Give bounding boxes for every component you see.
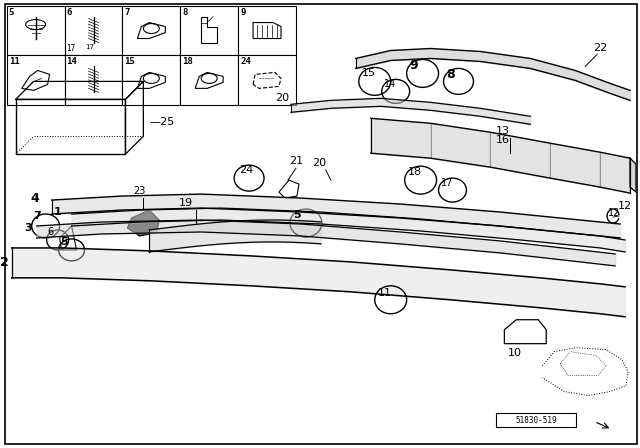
Text: 17: 17 (440, 178, 453, 188)
Text: 22: 22 (593, 43, 607, 53)
Text: 1: 1 (54, 207, 61, 217)
Polygon shape (630, 158, 636, 192)
Text: 21: 21 (289, 156, 303, 166)
Bar (7, 6, 65, 56)
Bar (65, 6, 122, 56)
Text: 17: 17 (86, 44, 95, 51)
Text: 2: 2 (0, 256, 9, 269)
Text: 8: 8 (447, 68, 455, 81)
Text: 23: 23 (133, 186, 145, 196)
Text: 24: 24 (240, 57, 251, 66)
Text: 12: 12 (618, 201, 632, 211)
Bar (7, 56, 65, 105)
Bar (180, 56, 238, 105)
Text: 9: 9 (240, 8, 246, 17)
Bar (238, 56, 296, 105)
Text: 13: 13 (495, 126, 509, 136)
Text: 6: 6 (47, 227, 54, 237)
Text: 24: 24 (239, 165, 253, 175)
Text: 5: 5 (9, 8, 14, 17)
Text: 5: 5 (293, 210, 301, 220)
Text: 7: 7 (124, 8, 130, 17)
Text: 7: 7 (34, 211, 42, 221)
Bar (65, 56, 122, 105)
Bar (497, 414, 576, 427)
Text: 14: 14 (67, 57, 77, 66)
Text: 12: 12 (608, 208, 620, 218)
Text: 15: 15 (362, 69, 376, 78)
Text: 11: 11 (378, 288, 392, 298)
Text: 15: 15 (124, 57, 135, 66)
Text: 3: 3 (24, 223, 31, 233)
Bar (16, 99, 125, 154)
Bar (180, 6, 238, 56)
Text: 18: 18 (182, 57, 193, 66)
Text: 5: 5 (61, 237, 68, 247)
Text: 10: 10 (508, 348, 522, 358)
Text: 17: 17 (67, 44, 76, 53)
Text: 9: 9 (410, 59, 419, 72)
Text: 11: 11 (9, 57, 19, 66)
Text: 20: 20 (312, 158, 326, 168)
Text: 51830-519: 51830-519 (515, 416, 557, 425)
Bar (122, 56, 180, 105)
Bar (238, 6, 296, 56)
Text: 16: 16 (495, 135, 509, 145)
Text: 20: 20 (275, 93, 289, 103)
Bar (122, 6, 180, 56)
Text: 18: 18 (408, 167, 422, 177)
Text: 19: 19 (179, 198, 193, 208)
Text: 8: 8 (182, 8, 188, 17)
Text: —25: —25 (149, 117, 175, 127)
Text: 4: 4 (31, 192, 40, 205)
Polygon shape (127, 210, 159, 236)
Text: 14: 14 (384, 79, 396, 90)
Text: 6: 6 (67, 8, 72, 17)
